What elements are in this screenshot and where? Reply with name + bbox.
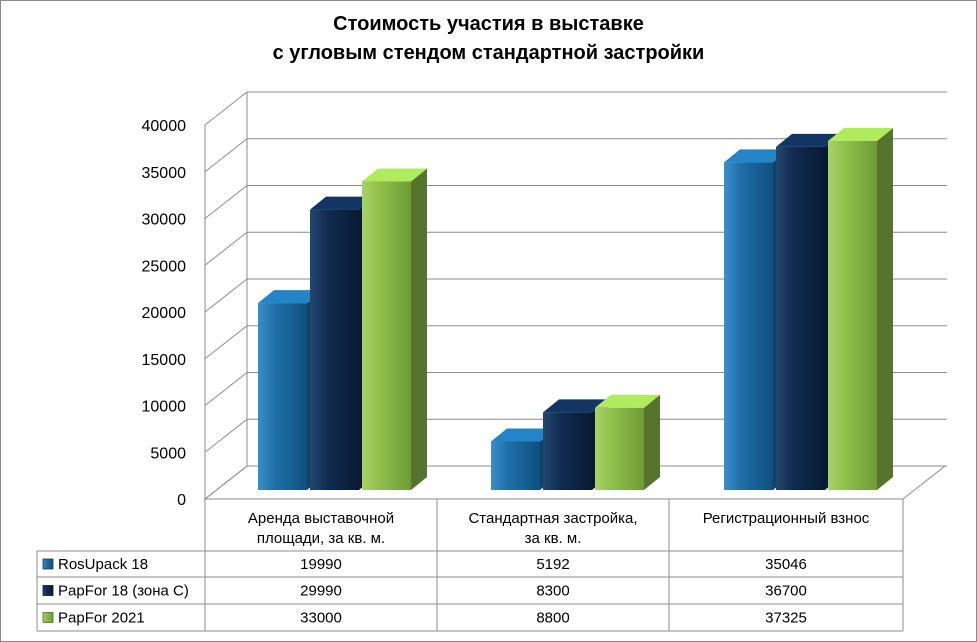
- legend-key: [42, 558, 54, 570]
- table-value: 29990: [300, 583, 342, 600]
- chart-title-line-2: с угловым стендом стандартной застройки: [272, 42, 705, 64]
- table-value: 33000: [300, 610, 342, 627]
- bar: [595, 394, 660, 490]
- gridline-side: [204, 231, 248, 266]
- gridline-side: [204, 185, 248, 219]
- legend-label: RosUpack 18: [58, 556, 148, 573]
- y-tick-label: 10000: [142, 399, 187, 416]
- bar: [828, 128, 893, 491]
- chart-title: Стоимость участия в выставке с угловым с…: [0, 10, 977, 68]
- y-tick-label: 5000: [150, 445, 186, 462]
- gridline-side: [204, 138, 248, 173]
- table-value: 19990: [300, 556, 342, 573]
- category-label: за кв. м.: [525, 530, 582, 547]
- y-tick-label: 30000: [142, 212, 187, 229]
- gridline-side: [204, 91, 248, 126]
- bars: [258, 128, 893, 491]
- bar: [362, 168, 427, 490]
- category-label: площади, за кв. м.: [257, 530, 385, 547]
- y-tick-label: 40000: [142, 118, 187, 135]
- table-value: 8800: [536, 610, 569, 627]
- table-value: 36700: [765, 583, 807, 600]
- y-tick-label: 15000: [142, 352, 187, 369]
- legend-key: [42, 612, 54, 623]
- gridline-side: [204, 325, 248, 360]
- chart-floor: [203, 465, 947, 500]
- table-value: 37325: [765, 610, 807, 627]
- table-value: 35046: [765, 556, 807, 573]
- category-label: Аренда выставочной: [248, 510, 394, 527]
- table-value: 8300: [536, 583, 569, 600]
- y-tick-label: 25000: [142, 258, 187, 275]
- legend-label: PapFor 2021: [58, 610, 145, 627]
- legend-key: [42, 585, 54, 596]
- data-table: Аренда выставочной площади, за кв. м. Стан…: [36, 499, 904, 632]
- y-tick-label: 0: [177, 492, 186, 509]
- legend-label: PapFor 18 (зона С): [58, 583, 189, 600]
- category-label: Регистрационный взнос: [703, 510, 870, 527]
- y-tick-label: 35000: [142, 165, 187, 182]
- chart-title-line-1: Стоимость участия в выставке: [333, 13, 644, 35]
- y-tick-label: 20000: [142, 305, 187, 322]
- gridline-side: [204, 418, 248, 453]
- table-value: 5192: [536, 556, 569, 573]
- y-axis: 0 5000 10000 15000 20000 25000 30000 35000 40000: [142, 118, 187, 509]
- bar: [724, 149, 789, 491]
- category-label: Стандартная застройка,: [468, 510, 637, 527]
- gridline-side: [204, 372, 248, 406]
- gridline-side: [204, 278, 248, 313]
